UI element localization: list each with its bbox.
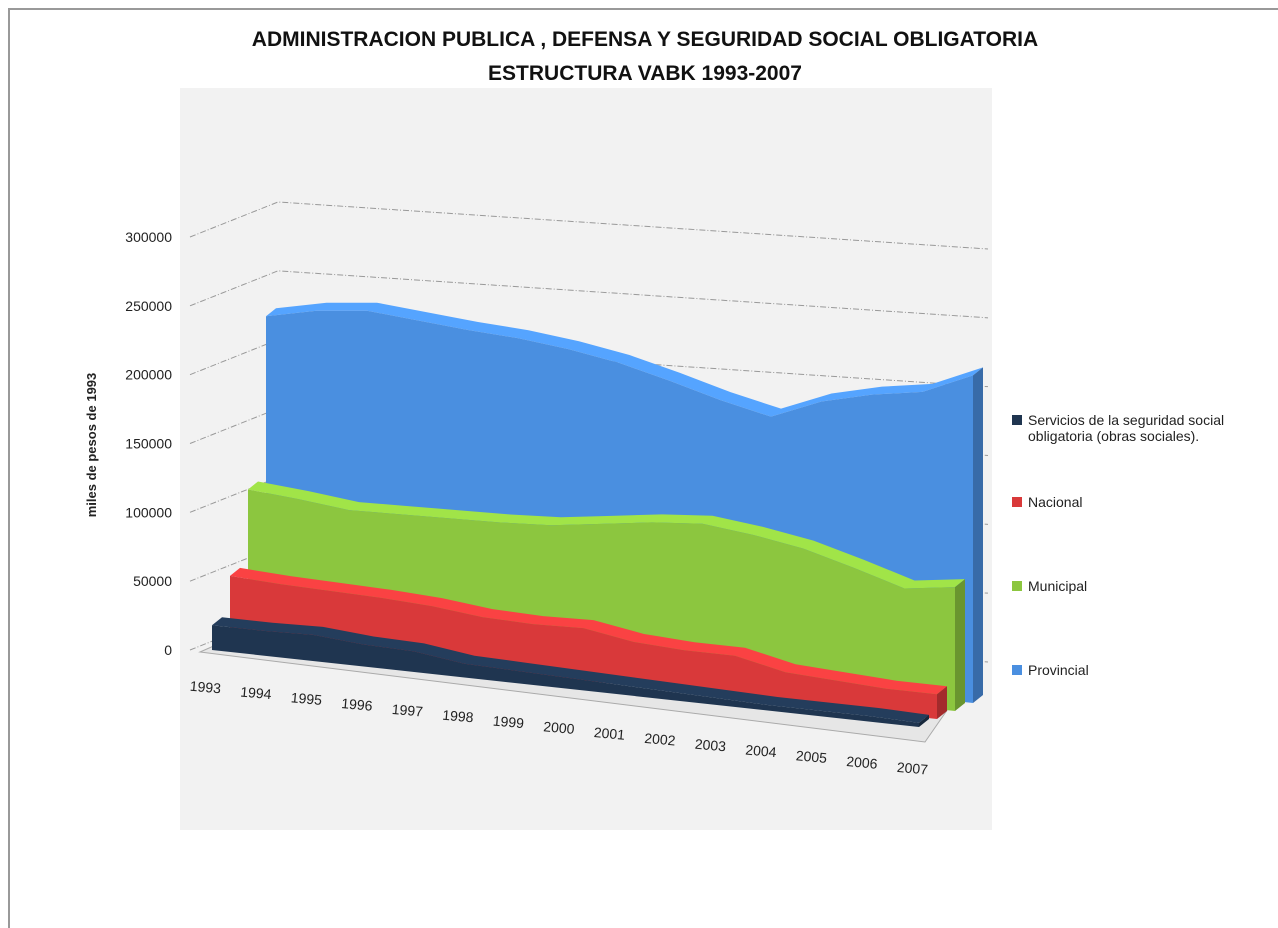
y-tick-label: 100000 [125,504,172,520]
y-tick-label: 50000 [133,573,172,589]
legend-item: Servicios de la seguridad social obligat… [1012,412,1278,444]
y-tick-label: 300000 [125,229,172,245]
y-tick-label: 250000 [125,298,172,314]
area-side [955,579,965,711]
legend-label: Nacional [1028,494,1083,510]
x-tick-label: 1997 [391,701,424,720]
y-tick-label: 150000 [125,436,172,452]
x-tick-label: 2006 [846,753,879,772]
y-tick-label: 0 [164,642,172,658]
legend-swatch [1012,415,1022,425]
grid-line [189,270,989,319]
area [248,489,955,711]
x-tick-label: 2005 [795,747,828,766]
legend-label: Municipal [1028,578,1088,594]
area [212,625,919,727]
area-side [973,367,983,703]
grid-line [189,339,989,388]
legend-item: Nacional [1012,494,1278,510]
x-tick-label: 1999 [492,712,525,731]
x-tick-label: 2001 [593,724,626,743]
x-tick-label: 2000 [543,718,576,737]
area-top [248,481,965,589]
area-top [212,617,929,723]
x-tick-label: 2003 [694,736,727,755]
x-tick-label: 1995 [290,689,323,708]
legend-item: Provincial [1012,662,1278,678]
x-tick-label: 1996 [341,695,374,714]
x-tick-label: 2007 [896,759,929,778]
legend-label: Servicios de la seguridad social obligat… [1028,412,1225,444]
chart-subtitle: ESTRUCTURA VABK 1993-2007 [488,62,802,85]
area-top [266,302,983,417]
area-side [937,686,947,719]
x-tick-label: 1993 [189,678,222,697]
legend-item: Municipal [1012,578,1278,594]
x-tick-label: 1998 [442,707,475,726]
area-top [230,567,947,695]
window-frame [8,8,1278,928]
area [230,575,937,719]
y-tick-label: 200000 [125,367,172,383]
x-tick-label: 1994 [240,683,273,702]
area-side [919,714,929,727]
legend-swatch [1012,581,1022,591]
chart-title: ADMINISTRACION PUBLICA , DEFENSA Y SEGUR… [252,28,1038,51]
legend-label: Provincial [1028,662,1089,678]
x-tick-label: 2004 [745,741,778,760]
legend-swatch [1012,497,1022,507]
x-tick-label: 2002 [644,730,677,749]
grid-line [189,201,989,250]
legend-swatch [1012,665,1022,675]
y-axis-label: miles de pesos de 1993 [84,373,99,518]
